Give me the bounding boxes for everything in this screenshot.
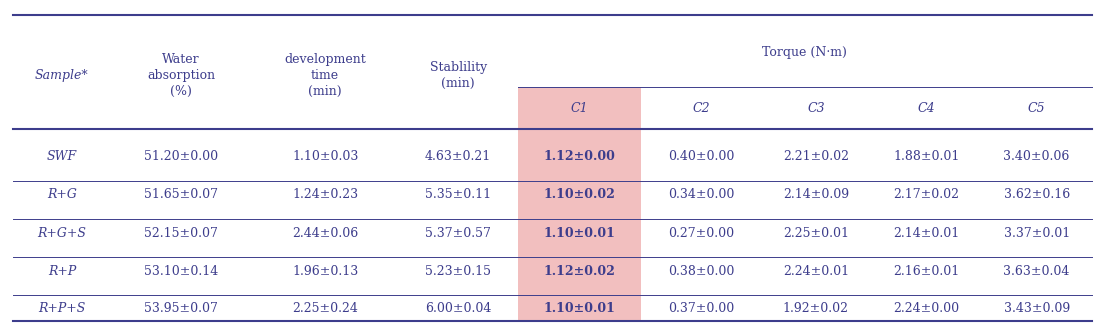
Text: C4: C4 [917,102,935,115]
Text: 6.00±0.04: 6.00±0.04 [425,302,491,315]
Text: 2.25±0.01: 2.25±0.01 [783,227,849,240]
Text: 53.95±0.07: 53.95±0.07 [145,302,217,315]
Text: R+G+S: R+G+S [38,227,86,240]
Text: R+G: R+G [46,188,77,201]
Text: 0.38±0.00: 0.38±0.00 [668,265,734,278]
Text: 51.65±0.07: 51.65±0.07 [144,188,219,201]
Text: 3.37±0.01: 3.37±0.01 [1004,227,1070,240]
Text: 2.14±0.09: 2.14±0.09 [783,188,849,201]
Text: C5: C5 [1028,102,1045,115]
Text: 2.44±0.06: 2.44±0.06 [291,227,359,240]
Text: 3.63±0.04: 3.63±0.04 [1004,265,1070,278]
Text: 1.96±0.13: 1.96±0.13 [291,265,359,278]
Text: 1.88±0.01: 1.88±0.01 [893,150,959,163]
Text: C2: C2 [692,102,710,115]
Text: 53.10±0.14: 53.10±0.14 [144,265,219,278]
Text: Stablility
(min): Stablility (min) [429,61,487,90]
Text: 1.10±0.01: 1.10±0.01 [543,227,616,240]
Text: R+P: R+P [47,265,76,278]
Text: 5.23±0.15: 5.23±0.15 [425,265,491,278]
Text: 0.27±0.00: 0.27±0.00 [668,227,734,240]
Text: 1.10±0.01: 1.10±0.01 [543,302,616,315]
Text: 1.24±0.23: 1.24±0.23 [293,188,358,201]
Text: 51.20±0.00: 51.20±0.00 [144,150,219,163]
Text: C3: C3 [807,102,825,115]
Text: 1.10±0.03: 1.10±0.03 [291,150,359,163]
Text: 1.10±0.02: 1.10±0.02 [543,188,616,201]
Text: R+P+S: R+P+S [39,302,85,315]
Text: 2.25±0.24: 2.25±0.24 [293,302,358,315]
Text: 5.35±0.11: 5.35±0.11 [425,188,491,201]
Text: Water
absorption
(%): Water absorption (%) [147,53,215,98]
Text: 1.12±0.02: 1.12±0.02 [543,265,616,278]
Text: 2.16±0.01: 2.16±0.01 [893,265,959,278]
Text: 2.17±0.02: 2.17±0.02 [893,188,959,201]
Bar [518,87,641,321]
Text: 1.12±0.00: 1.12±0.00 [543,150,616,163]
Text: 3.62±0.16: 3.62±0.16 [1004,188,1070,201]
Text: 2.14±0.01: 2.14±0.01 [893,227,959,240]
Text: 2.21±0.02: 2.21±0.02 [783,150,849,163]
Text: 0.34±0.00: 0.34±0.00 [668,188,734,201]
Text: 1.92±0.02: 1.92±0.02 [783,302,849,315]
Text: 3.43±0.09: 3.43±0.09 [1004,302,1070,315]
Text: C1: C1 [571,102,588,115]
Text: Torque (N·m): Torque (N·m) [763,46,847,58]
Text: 2.24±0.00: 2.24±0.00 [893,302,959,315]
Text: SWF: SWF [46,150,77,163]
Text: development
time
(min): development time (min) [284,53,367,98]
Text: 52.15±0.07: 52.15±0.07 [145,227,217,240]
Text: 5.37±0.57: 5.37±0.57 [425,227,491,240]
Text: 2.24±0.01: 2.24±0.01 [783,265,849,278]
Text: 4.63±0.21: 4.63±0.21 [425,150,491,163]
Text: 3.40±0.06: 3.40±0.06 [1004,150,1070,163]
Text: 0.40±0.00: 0.40±0.00 [668,150,734,163]
Text: Sample*: Sample* [35,69,88,82]
Text: 0.37±0.00: 0.37±0.00 [668,302,734,315]
